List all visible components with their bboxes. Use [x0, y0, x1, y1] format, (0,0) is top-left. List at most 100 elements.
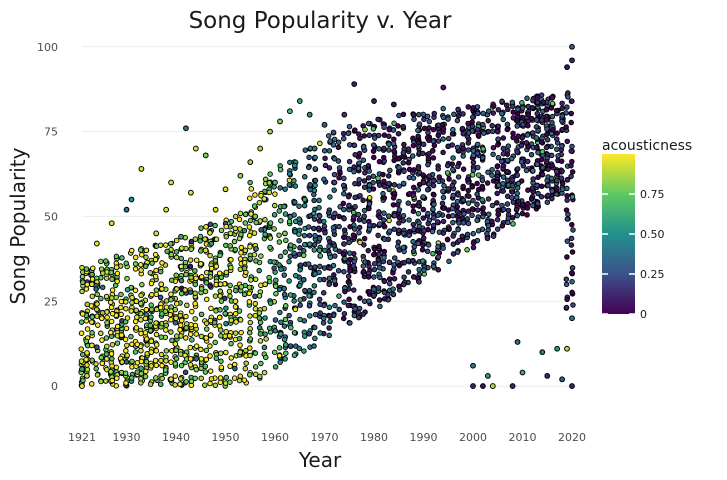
scatter-point: [168, 317, 174, 323]
scatter-point: [88, 281, 95, 288]
scatter-point: [435, 122, 442, 128]
scatter-point: [118, 291, 124, 298]
scatter-point: [465, 140, 472, 146]
scatter-point: [287, 214, 294, 220]
scatter-point: [276, 353, 283, 359]
scatter-point: [469, 212, 475, 219]
scatter-point: [352, 127, 358, 133]
scatter-point: [202, 247, 209, 254]
scatter-point: [124, 315, 131, 321]
scatter-point: [104, 319, 110, 326]
scatter-point: [486, 108, 492, 114]
scatter-point: [198, 356, 205, 362]
scatter-point: [207, 252, 213, 259]
scatter-point: [450, 192, 456, 199]
scatter-point: [365, 120, 372, 127]
scatter-point: [198, 274, 205, 280]
scatter-point: [103, 258, 109, 264]
scatter-point: [499, 98, 505, 105]
scatter-point: [320, 315, 327, 322]
scatter-point: [306, 331, 312, 337]
scatter-point: [470, 114, 476, 120]
scatter-point: [545, 166, 551, 172]
scatter-point: [247, 345, 253, 351]
scatter-point: [345, 193, 352, 200]
scatter-point: [475, 110, 481, 117]
scatter-point: [133, 307, 139, 314]
scatter-point: [539, 117, 545, 123]
scatter-point: [282, 230, 288, 237]
scatter-point: [218, 227, 225, 234]
scatter-point: [307, 241, 313, 247]
scatter-point: [376, 243, 382, 250]
scatter-point: [158, 351, 165, 358]
scatter-point: [386, 141, 392, 148]
scatter-point: [247, 243, 253, 250]
scatter-point: [198, 286, 205, 292]
scatter-point: [385, 173, 392, 179]
scatter-point: [203, 326, 210, 332]
colorbar-ticks: 0 0.25 0.50 0.75: [602, 188, 665, 321]
scatter-point: [360, 311, 366, 317]
scatter-point: [449, 182, 456, 189]
scatter-point: [291, 250, 297, 256]
scatter-point: [489, 218, 495, 225]
scatter-point: [518, 159, 525, 165]
scatter-point: [173, 249, 180, 255]
scatter-point: [440, 126, 447, 132]
scatter-point: [425, 129, 431, 136]
scatter-point: [554, 177, 560, 184]
scatter-point: [307, 313, 313, 319]
scatter-point: [564, 296, 570, 303]
scatter-point: [114, 278, 120, 285]
scatter-point: [182, 369, 189, 376]
scatter-point: [504, 121, 511, 128]
scatter-point: [113, 253, 120, 260]
scatter-point: [232, 330, 239, 336]
scatter-point: [312, 182, 318, 189]
scatter-point: [549, 195, 555, 202]
scatter-point: [271, 259, 277, 265]
scatter-point: [321, 121, 328, 128]
scatter-point: [123, 260, 129, 267]
scatter-point: [386, 259, 393, 265]
scatter-point: [321, 276, 327, 283]
scatter-point: [266, 278, 273, 285]
scatter-point: [465, 104, 472, 110]
scatter-point: [361, 218, 368, 224]
scatter-point: [89, 330, 95, 336]
scatter-point: [306, 111, 313, 118]
scatter-point: [356, 229, 362, 236]
scatter-point: [193, 356, 200, 362]
scatter-point: [525, 200, 531, 207]
scatter-point: [222, 333, 228, 340]
scatter-point: [559, 186, 566, 192]
scatter-point: [545, 182, 551, 189]
scatter-point: [366, 182, 373, 189]
scatter-point: [530, 130, 536, 136]
scatter-point: [426, 173, 432, 179]
scatter-point: [490, 233, 497, 239]
scatter-point: [558, 158, 565, 164]
scatter-point: [376, 209, 382, 215]
scatter-point: [415, 227, 421, 234]
scatter-point: [78, 358, 85, 364]
scatter-point: [346, 202, 352, 209]
scatter-point: [340, 130, 347, 137]
scatter-point: [228, 218, 235, 225]
scatter-point: [401, 274, 407, 280]
colorbar-label: 0: [640, 308, 647, 321]
scatter-point: [83, 338, 90, 345]
scatter-point: [459, 233, 466, 240]
scatter-point: [217, 307, 223, 313]
scatter-point: [386, 280, 393, 287]
scatter-point: [386, 217, 392, 224]
scatter-point: [311, 197, 317, 204]
scatter-point: [445, 116, 451, 122]
scatter-point: [292, 306, 299, 313]
scatter-point: [84, 350, 90, 356]
scatter-point: [371, 154, 377, 161]
scatter-point: [420, 215, 427, 221]
scatter-point: [163, 206, 170, 213]
scatter-point: [509, 383, 516, 389]
